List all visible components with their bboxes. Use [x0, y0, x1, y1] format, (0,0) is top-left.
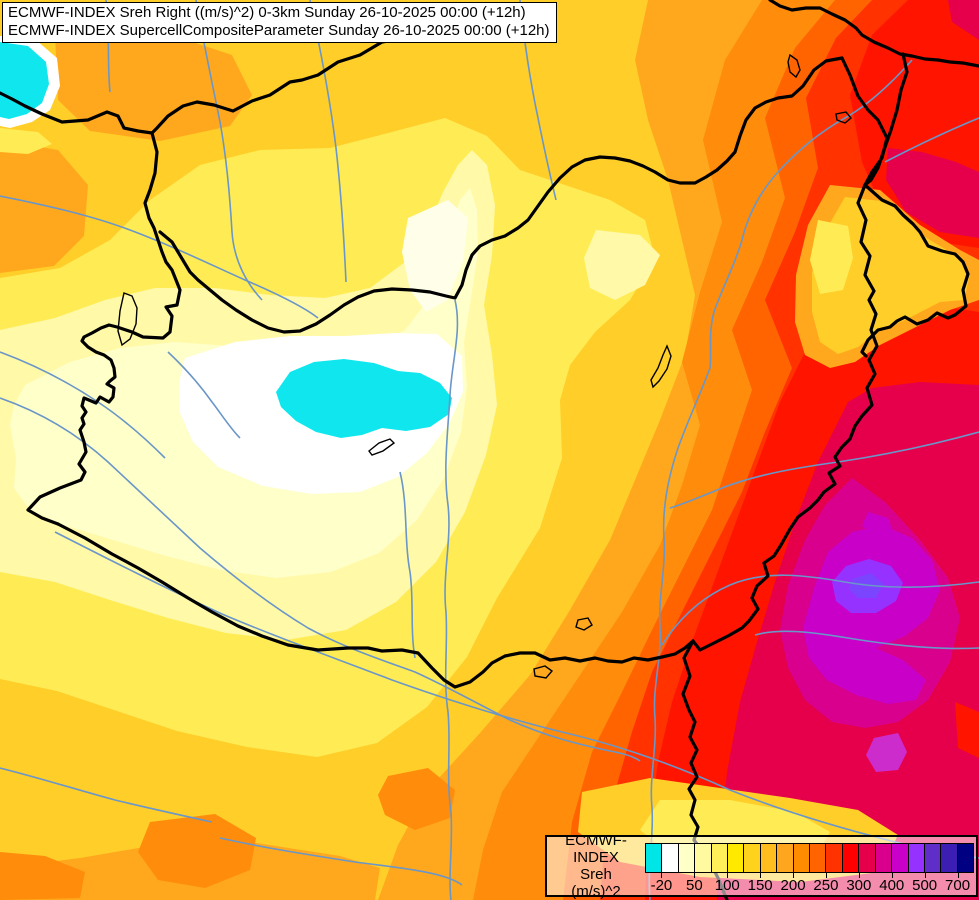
river-zala	[167, 351, 241, 439]
border-hungary-ukraine	[840, 56, 889, 187]
legend-swatch	[711, 844, 729, 872]
legend-swatch	[744, 844, 761, 872]
river-sio	[399, 471, 416, 659]
legend-tick-label: 100	[714, 877, 740, 894]
lake-balaton-outline	[368, 438, 396, 456]
legend-swatch	[924, 844, 942, 872]
legend-tick-label: 300	[846, 877, 872, 894]
river-maros	[661, 574, 979, 646]
border-hungary-west-south	[26, 131, 182, 526]
legend-tick	[760, 873, 762, 878]
legend-swatch	[941, 844, 958, 872]
title-line-2: ECMWF-INDEX SupercellCompositeParameter …	[8, 22, 550, 39]
border-ukraine-romania-east	[863, 52, 909, 187]
border-top-right	[768, 0, 979, 68]
border-slovakia-hungary-north	[158, 56, 844, 334]
legend-tick-label: 400	[879, 877, 905, 894]
lake-small-ne-1	[787, 53, 801, 79]
river-danube	[444, 299, 459, 900]
legend-tick	[727, 873, 729, 878]
legend-tick	[825, 873, 827, 878]
border-hungary-romania	[691, 183, 879, 652]
lake-small-s-2	[533, 665, 554, 679]
border-northwest-1	[0, 91, 154, 135]
legend-color-bar	[645, 843, 974, 873]
legend-units: (m/s)^2	[571, 883, 621, 900]
legend-tick-label: 250	[813, 877, 839, 894]
legend-tick-label: -20	[650, 877, 673, 894]
border-ukraine-romania-loop	[860, 183, 970, 358]
legend-parameter: Sreh	[580, 866, 612, 883]
river-drava	[0, 397, 641, 762]
river-bottom-left	[0, 767, 213, 823]
legend-swatch	[760, 844, 778, 872]
river-sava	[54, 531, 979, 859]
legend-swatch	[859, 844, 876, 872]
lake-neusiedl-outline	[117, 292, 138, 347]
legend-swatch	[908, 844, 925, 872]
river-szamos	[884, 117, 979, 163]
legend-swatch	[646, 844, 663, 872]
legend-title: ECMWF-INDEX	[565, 832, 627, 866]
legend-tick	[858, 873, 860, 878]
river-bottom-center	[219, 837, 463, 886]
legend-tick	[793, 873, 795, 878]
lake-small-s-1	[575, 617, 593, 631]
legend-swatch	[810, 844, 827, 872]
legend-label-block: ECMWF-INDEX Sreh (m/s)^2	[547, 832, 645, 900]
lake-tisza-outline	[650, 344, 672, 389]
legend-swatch	[957, 844, 974, 872]
legend-tick-label: 500	[912, 877, 938, 894]
river-bega	[754, 630, 979, 650]
lake-outlines	[117, 53, 852, 679]
legend-tick-label: 150	[747, 877, 773, 894]
river-koros	[669, 431, 979, 509]
title-line-1: ECMWF-INDEX Sreh Right ((m/s)^2) 0-3km S…	[8, 4, 526, 21]
legend-tick	[924, 873, 926, 878]
river-tisza	[648, 59, 913, 900]
legend-swatch	[695, 844, 712, 872]
title-box: ECMWF-INDEX Sreh Right ((m/s)^2) 0-3km S…	[2, 2, 557, 43]
legend-swatch	[777, 844, 794, 872]
legend-swatch	[826, 844, 843, 872]
legend-tick	[957, 873, 959, 878]
legend-tick-label: 700	[945, 877, 971, 894]
legend-tick	[661, 873, 663, 878]
legend: ECMWF-INDEX Sreh (m/s)^2 -20 50 100 150 200 2…	[545, 832, 978, 900]
river-vah	[195, 0, 263, 301]
legend-tick	[891, 873, 893, 878]
legend-swatch	[728, 844, 745, 872]
border-hungary-croatia-serbia	[56, 522, 695, 689]
legend-swatch	[842, 844, 860, 872]
lake-small-ne-2	[835, 111, 852, 124]
legend-tick	[694, 873, 696, 878]
legend-tick-label: 50	[686, 877, 703, 894]
legend-tick-label: 200	[780, 877, 806, 894]
legend-ticks: -20 50 100 150 200 250 300 400 500 700	[547, 837, 976, 895]
legend-swatch	[678, 844, 696, 872]
legend-swatch	[662, 844, 679, 872]
legend-swatch	[793, 844, 811, 872]
legend-swatch	[892, 844, 909, 872]
legend-swatch	[875, 844, 893, 872]
